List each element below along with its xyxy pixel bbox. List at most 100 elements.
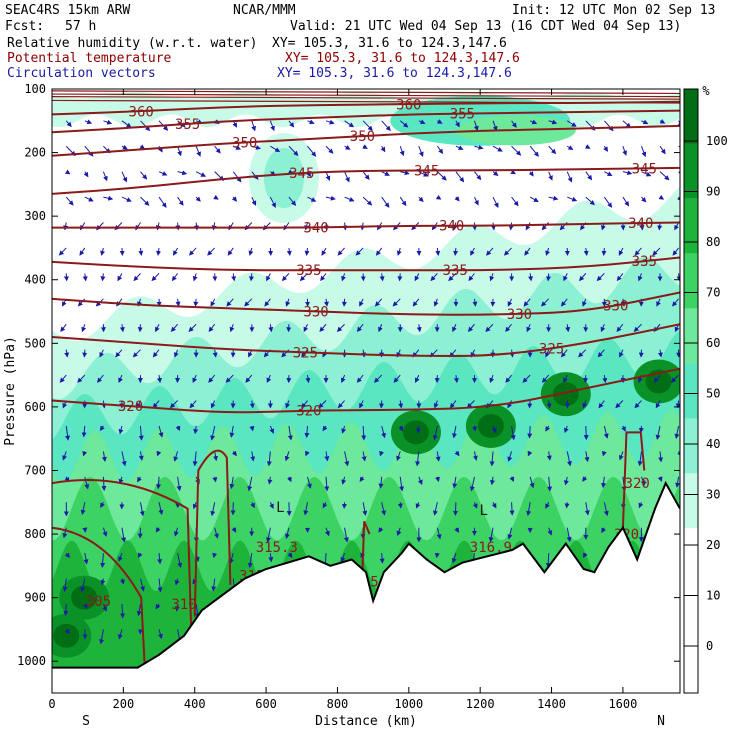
circulation-vector [266, 374, 272, 384]
circulation-vector [247, 476, 253, 492]
circulation-vector [65, 196, 74, 206]
circulation-vector [399, 146, 405, 157]
circulation-vector [452, 324, 457, 333]
circulation-vector [603, 145, 609, 152]
theta-label: 335 [632, 254, 657, 270]
circulation-vector [545, 273, 551, 282]
y-tick-label: 1000 [17, 654, 46, 668]
circulation-vector [100, 247, 105, 256]
y-tick-label: 300 [24, 209, 46, 223]
circulation-vector [286, 247, 292, 256]
circulation-vector [84, 145, 94, 157]
theta-label: 310 [171, 597, 196, 613]
circulation-vector [356, 374, 364, 383]
field-xy-rh: XY= 105.3, 31.6 to 124.3,147.6 [272, 36, 507, 51]
circulation-vector [641, 196, 647, 203]
circulation-vector [474, 171, 482, 181]
circulation-vector [451, 552, 457, 564]
colorbar-swatch [684, 198, 698, 254]
circulation-vector [379, 553, 385, 564]
circulation-vector [578, 349, 587, 358]
circulation-vector [492, 145, 503, 152]
circulation-vector [121, 144, 128, 150]
circulation-vector [133, 273, 141, 282]
circulation-vector [248, 247, 254, 256]
circulation-vector [287, 425, 293, 441]
circulation-vector [284, 527, 290, 540]
circulation-vector [189, 400, 197, 409]
x-tick-label: 1000 [394, 697, 423, 711]
circulation-vector [432, 502, 438, 516]
circulation-vector [545, 553, 551, 569]
circulation-vector [158, 196, 167, 208]
circulation-vector [503, 247, 512, 256]
circulation-vector [579, 273, 587, 282]
theta-contour-upper [52, 90, 680, 95]
circulation-vector [378, 476, 384, 489]
colorbar-label: 70 [706, 286, 720, 300]
circulation-vector [452, 476, 458, 489]
circulation-vector [81, 425, 87, 438]
circulation-vector [249, 400, 255, 409]
theta-label-text: 320 [625, 476, 650, 492]
circulation-vector [392, 298, 401, 307]
circulation-vector [103, 195, 114, 201]
colorbar-swatch [684, 473, 698, 529]
circulation-vector [172, 247, 179, 256]
circulation-vector [285, 298, 291, 307]
circulation-vector [622, 146, 628, 156]
circulation-vector [307, 119, 315, 125]
circulation-vector [320, 273, 327, 282]
circulation-vector [454, 527, 460, 533]
circulation-vector [84, 196, 94, 202]
circulation-vector [307, 145, 317, 157]
circulation-vector [489, 476, 495, 486]
fcst-value: 57 h [65, 19, 97, 34]
circulation-vector [100, 553, 106, 568]
circulation-vector [173, 527, 179, 537]
y-axis-label: Pressure (hPa) [3, 336, 18, 446]
x-tick-label: 600 [255, 697, 277, 711]
circulation-vector [99, 349, 105, 358]
theta-label-text: 320 [118, 399, 143, 415]
circulation-vector [225, 374, 234, 383]
circulation-vector [156, 450, 162, 457]
circulation-vector [489, 374, 495, 384]
circulation-vector [214, 145, 221, 154]
theta-label: 330 [303, 304, 328, 320]
circulation-vector [340, 552, 346, 563]
circulation-vector [601, 450, 607, 457]
circulation-vector [210, 502, 216, 517]
circulation-vector [157, 578, 163, 593]
circulation-vector [325, 195, 336, 201]
circulation-vector [633, 323, 642, 332]
circulation-vector [249, 425, 255, 432]
circulation-vector [604, 171, 613, 177]
theta-label-text: 310 [171, 597, 196, 613]
circulation-vector [65, 425, 71, 441]
circulation-vector [288, 145, 299, 156]
circulation-vector [138, 425, 144, 441]
circulation-vector [284, 451, 290, 462]
circulation-vector [603, 425, 609, 439]
rh-core [552, 382, 579, 407]
circulation-vector [118, 374, 123, 384]
circulation-vector [64, 349, 70, 358]
circulation-vector [468, 273, 475, 282]
circulation-vector [265, 527, 271, 543]
circulation-vector [193, 298, 199, 307]
circulation-vector [379, 273, 385, 282]
valid-time: Valid: 21 UTC Wed 04 Sep 13 (16 CDT Wed … [290, 19, 682, 34]
circulation-vector [119, 324, 125, 333]
circulation-vector [304, 247, 310, 256]
circulation-vector [211, 578, 217, 592]
circulation-vector [250, 451, 256, 462]
circulation-vector [418, 196, 424, 203]
circulation-vector [485, 323, 494, 332]
circulation-vector [287, 552, 293, 559]
y-tick-label: 800 [24, 527, 46, 541]
circulation-vector [527, 425, 533, 439]
circulation-vector [80, 502, 86, 515]
circulation-vector [65, 120, 72, 128]
circulation-vector [121, 527, 127, 543]
